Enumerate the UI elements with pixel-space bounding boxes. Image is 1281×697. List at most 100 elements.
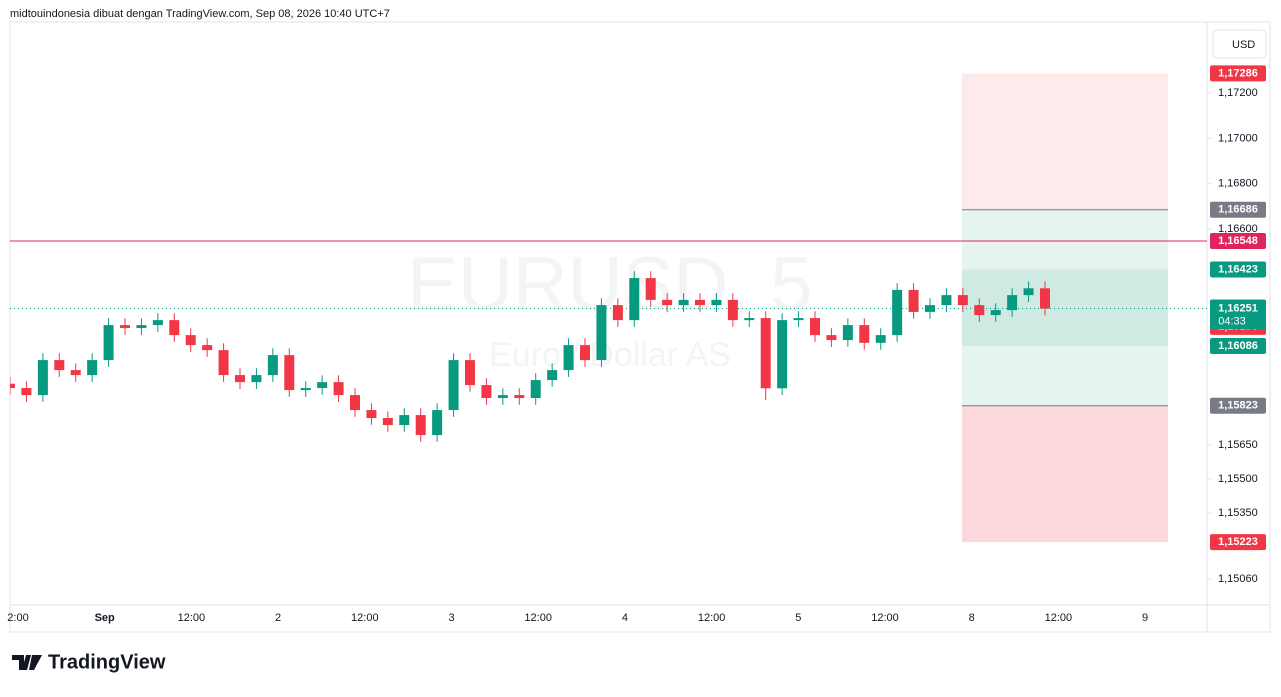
candle-body — [87, 360, 98, 376]
candle-body — [596, 305, 607, 361]
candle-body — [432, 410, 443, 436]
candle-body — [810, 318, 820, 336]
candle-body — [793, 318, 804, 321]
candle-body — [892, 289, 903, 336]
countdown: 04:33 — [1218, 315, 1246, 327]
position-zone — [962, 269, 1168, 347]
candle-body — [218, 350, 229, 376]
logo-mark — [12, 655, 42, 670]
x-tick-label: 2:00 — [7, 612, 28, 624]
price-label: 1,15223 — [1218, 536, 1258, 548]
candle-body — [842, 325, 853, 341]
candle-body — [612, 305, 623, 321]
x-tick-label: 12:00 — [1045, 612, 1073, 624]
price-label-box — [1210, 534, 1266, 551]
candle-body — [695, 299, 705, 306]
candle-body — [251, 375, 262, 383]
logo-text: TradingView — [48, 651, 166, 673]
currency-label[interactable]: USD — [1232, 39, 1255, 51]
candle-body — [120, 325, 130, 329]
price-label: 1,16086 — [1218, 340, 1258, 352]
candle-body — [563, 345, 574, 371]
candle-body — [1040, 288, 1050, 309]
candle-body — [941, 295, 952, 306]
x-tick-label: 5 — [795, 612, 801, 624]
candle-body — [382, 418, 393, 426]
caption: midtouindonesia dibuat dengan TradingVie… — [10, 8, 390, 20]
x-tick-label: 12:00 — [871, 612, 899, 624]
candle-body — [333, 382, 344, 396]
logo: TradingView — [12, 651, 166, 673]
candle-body — [448, 360, 459, 411]
candle-body — [990, 310, 1001, 316]
x-tick-label: 3 — [448, 612, 454, 624]
x-tick-label: 8 — [969, 612, 975, 624]
candle-body — [678, 299, 689, 306]
candle-body — [235, 375, 245, 383]
candle-body — [70, 370, 81, 376]
candle-body — [169, 320, 180, 336]
x-tick-label: 12:00 — [524, 612, 552, 624]
y-tick-label: 1,16800 — [1218, 178, 1258, 190]
price-label: 1,16548 — [1218, 235, 1258, 247]
plot — [10, 73, 1207, 543]
price-label-box — [1210, 65, 1266, 82]
x-tick-label: Sep — [95, 612, 115, 624]
last-price-box — [1210, 299, 1266, 330]
candle-body — [1007, 295, 1018, 311]
candle-body — [300, 388, 311, 391]
price-label: 1,16423 — [1218, 263, 1258, 275]
candle-body — [957, 295, 968, 306]
candle-body — [727, 299, 738, 321]
y-tick-label: 1,15650 — [1218, 439, 1258, 451]
candle-body — [711, 299, 722, 306]
y-tick-label: 1,15500 — [1218, 473, 1258, 485]
candle-body — [136, 325, 147, 329]
last-price-label: 1,16251 — [1218, 302, 1258, 314]
y-tick-label: 1,16600 — [1218, 223, 1258, 235]
candle-body — [202, 345, 213, 351]
candle-body — [875, 335, 886, 343]
candle-body — [826, 335, 837, 341]
candle-body — [908, 289, 919, 312]
y-tick-label: 1,17200 — [1218, 87, 1258, 99]
candle-body — [514, 395, 525, 399]
x-tick-label: 4 — [622, 612, 628, 624]
candle-body — [744, 318, 755, 321]
x-tick-label: 12:00 — [178, 612, 206, 624]
price-label: 1,17286 — [1218, 67, 1258, 79]
candle-body — [1023, 288, 1034, 296]
candle-body — [629, 278, 640, 321]
x-tick-label: 12:00 — [351, 612, 379, 624]
candle-body — [465, 360, 475, 386]
candle-body — [645, 278, 656, 300]
currency-button[interactable] — [1212, 29, 1267, 59]
price-label-box — [1210, 397, 1266, 414]
candle-body — [284, 355, 295, 391]
watermark-description: Euro / Dollar AS — [489, 336, 731, 374]
price-label-box — [1210, 338, 1266, 355]
candle-body — [415, 415, 426, 436]
candle-body — [580, 345, 590, 361]
candle-body — [21, 388, 32, 396]
price-label-box — [1210, 261, 1266, 278]
candle-body — [547, 370, 558, 381]
candle-body — [54, 360, 65, 371]
candle-body — [760, 318, 771, 389]
chart-frame — [9, 21, 1271, 633]
candle-body — [37, 360, 48, 396]
price-label: 1,16686 — [1218, 204, 1258, 216]
candle-body — [925, 305, 935, 312]
candle-body — [859, 325, 870, 343]
watermark-symbol: EURUSD, 5 — [407, 242, 812, 327]
x-tick-label: 2 — [275, 612, 281, 624]
candle-body — [497, 395, 508, 399]
candle-body — [777, 320, 788, 389]
candle-body — [152, 320, 163, 326]
position-zone — [962, 405, 1168, 543]
candle-body — [350, 395, 360, 411]
candle-body — [267, 355, 278, 376]
y-tick-label: 1,17000 — [1218, 132, 1258, 144]
price-label: 1,15823 — [1218, 400, 1258, 412]
